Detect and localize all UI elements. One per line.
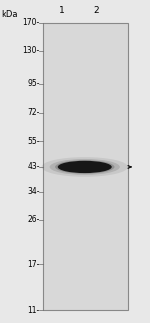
Text: 2: 2 xyxy=(93,5,99,15)
Text: 26-: 26- xyxy=(27,215,40,224)
Ellipse shape xyxy=(55,160,114,174)
Text: 55-: 55- xyxy=(27,137,40,146)
Ellipse shape xyxy=(42,157,128,177)
Text: 11-: 11- xyxy=(27,306,40,315)
Text: 1: 1 xyxy=(59,5,65,15)
Text: 95-: 95- xyxy=(27,79,40,88)
Text: kDa: kDa xyxy=(1,10,17,19)
Text: 43-: 43- xyxy=(27,162,40,172)
Ellipse shape xyxy=(50,159,120,175)
Text: 17-: 17- xyxy=(27,260,40,269)
Text: 34-: 34- xyxy=(27,187,40,196)
Text: 170-: 170- xyxy=(22,18,40,27)
Text: 130-: 130- xyxy=(22,46,40,55)
FancyBboxPatch shape xyxy=(43,23,128,310)
Ellipse shape xyxy=(58,161,112,173)
Text: 72-: 72- xyxy=(27,108,40,117)
